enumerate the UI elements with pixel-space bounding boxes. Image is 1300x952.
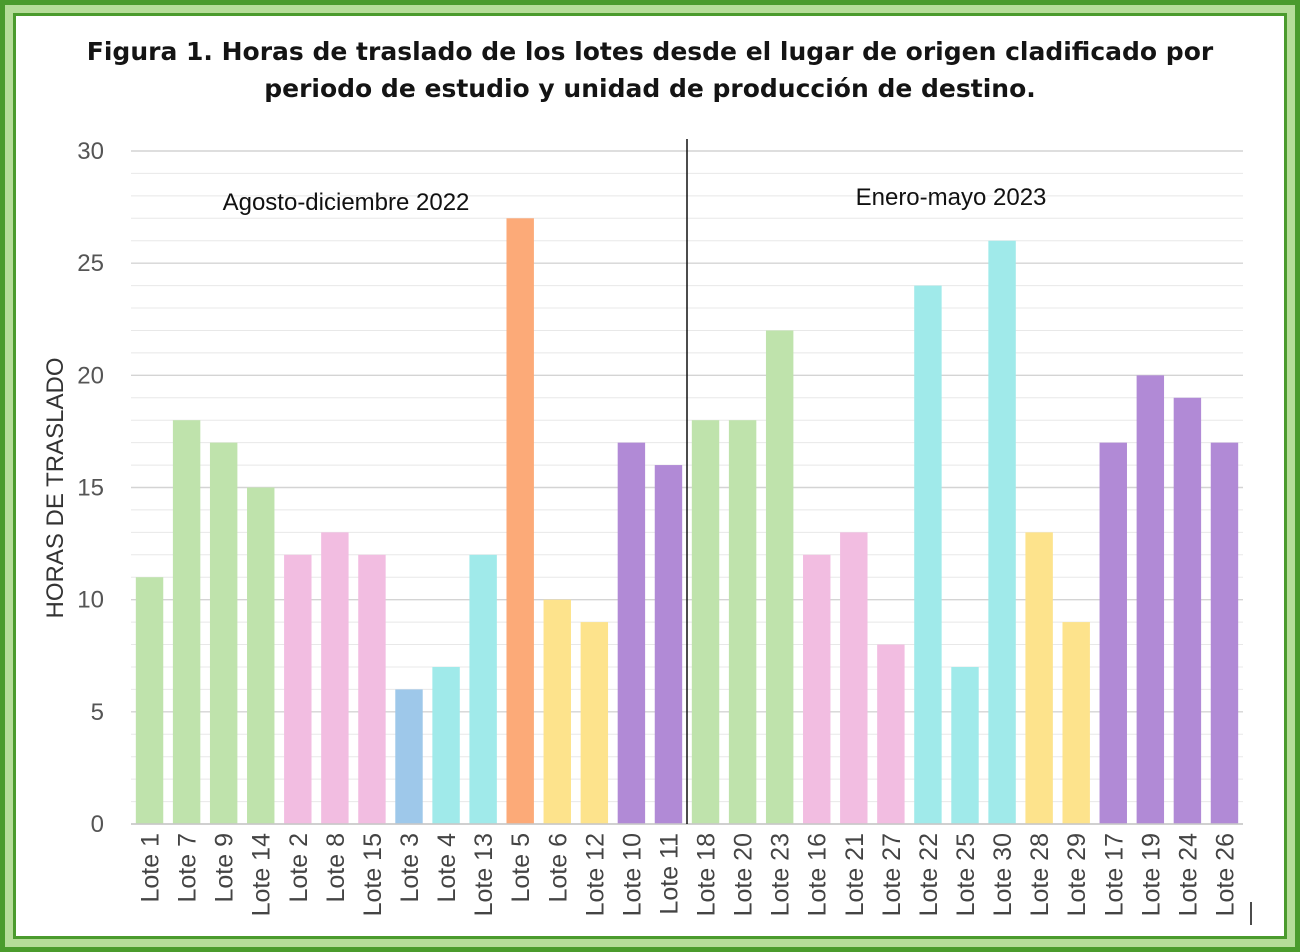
x-tick-label: Lote 11 bbox=[655, 833, 683, 915]
bar-lote-29 bbox=[1062, 622, 1090, 824]
x-tick-label: Lote 2 bbox=[285, 833, 313, 903]
x-tick-label: Lote 28 bbox=[1026, 833, 1054, 916]
x-tick-label: Lote 14 bbox=[248, 833, 276, 917]
chart-title-line-2: periodo de estudio y unidad de producció… bbox=[264, 74, 1036, 103]
bar-lote-19 bbox=[1136, 375, 1165, 824]
bar-lote-17 bbox=[1099, 442, 1127, 824]
y-axis-label: HORAS DE TRASLADO bbox=[42, 358, 69, 619]
x-tick-label: Lote 3 bbox=[396, 833, 424, 903]
chart-title: Figura 1. Horas de traslado de los lotes… bbox=[60, 33, 1240, 107]
bar-lote-18 bbox=[691, 420, 720, 824]
x-tick-label: Lote 1 bbox=[137, 833, 165, 903]
y-tick-label: 5 bbox=[91, 699, 104, 726]
bar-lote-27 bbox=[877, 644, 905, 824]
x-tick-label: Lote 5 bbox=[507, 833, 535, 903]
x-tick-label: Lote 21 bbox=[841, 833, 869, 916]
inner-frame bbox=[13, 13, 1287, 939]
x-tick-label: Lote 18 bbox=[693, 833, 721, 916]
bar-lote-5 bbox=[506, 218, 534, 825]
bar-lote-2 bbox=[284, 554, 312, 824]
x-tick-label: Lote 24 bbox=[1174, 833, 1202, 917]
y-tick-label: 20 bbox=[77, 362, 104, 389]
x-tick-label: Lote 10 bbox=[618, 833, 646, 916]
y-tick-label: 10 bbox=[77, 587, 104, 614]
x-tick-label: Lote 16 bbox=[804, 833, 832, 916]
bar-lote-13 bbox=[469, 554, 497, 824]
bar-lote-28 bbox=[1025, 532, 1053, 824]
x-tick-label: Lote 29 bbox=[1063, 833, 1091, 916]
x-tick-label: Lote 17 bbox=[1100, 833, 1128, 916]
y-tick-label: 25 bbox=[77, 250, 104, 277]
bar-lote-11 bbox=[654, 465, 683, 824]
bar-lote-24 bbox=[1173, 397, 1202, 824]
bar-lote-8 bbox=[321, 532, 349, 824]
x-tick-label: Lote 12 bbox=[581, 833, 609, 916]
x-tick-label: Lote 8 bbox=[322, 833, 350, 903]
bar-lote-9 bbox=[209, 442, 238, 824]
y-tick-label: 0 bbox=[91, 811, 104, 838]
bar-lote-30 bbox=[988, 240, 1016, 824]
period-label-2022: Agosto-diciembre 2022 bbox=[223, 189, 470, 216]
bar-lote-22 bbox=[914, 285, 942, 825]
bar-lote-12 bbox=[580, 622, 609, 824]
x-tick-label: Lote 27 bbox=[878, 833, 906, 916]
y-tick-label: 15 bbox=[77, 475, 104, 502]
bar-lote-15 bbox=[358, 554, 386, 824]
x-tick-label: Lote 30 bbox=[989, 833, 1017, 916]
bar-lote-10 bbox=[617, 442, 646, 824]
x-tick-label: Lote 9 bbox=[211, 833, 239, 903]
period-label-2023: Enero-mayo 2023 bbox=[856, 184, 1047, 211]
bar-lote-26 bbox=[1210, 442, 1239, 824]
x-tick-label: Lote 25 bbox=[952, 833, 980, 916]
bar-lote-1 bbox=[135, 577, 164, 824]
bar-lote-16 bbox=[803, 554, 831, 824]
y-tick-label: 30 bbox=[77, 138, 104, 165]
x-tick-label: Lote 7 bbox=[174, 833, 202, 903]
bar-lote-3 bbox=[395, 689, 423, 824]
bar-lote-14 bbox=[247, 487, 275, 824]
x-tick-label: Lote 23 bbox=[767, 833, 795, 916]
x-tick-label: Lote 15 bbox=[359, 833, 387, 916]
bar-lote-7 bbox=[172, 420, 201, 824]
bar-lote-4 bbox=[432, 666, 460, 824]
chart-title-line-1: Figura 1. Horas de traslado de los lotes… bbox=[86, 37, 1214, 66]
bar-lote-25 bbox=[951, 666, 979, 824]
x-tick-label: Lote 20 bbox=[730, 833, 758, 916]
x-tick-label: Lote 22 bbox=[915, 833, 943, 916]
bar-lote-6 bbox=[543, 599, 571, 824]
x-tick-label: Lote 4 bbox=[433, 833, 461, 903]
x-tick-label: Lote 19 bbox=[1137, 833, 1165, 916]
bar-lote-23 bbox=[765, 330, 794, 824]
x-tick-label: Lote 13 bbox=[470, 833, 498, 916]
x-tick-label: Lote 26 bbox=[1211, 833, 1239, 916]
bar-lote-21 bbox=[840, 532, 868, 824]
x-tick-label: Lote 6 bbox=[544, 833, 572, 903]
bar-lote-20 bbox=[728, 420, 757, 824]
middle-frame bbox=[5, 5, 1295, 947]
